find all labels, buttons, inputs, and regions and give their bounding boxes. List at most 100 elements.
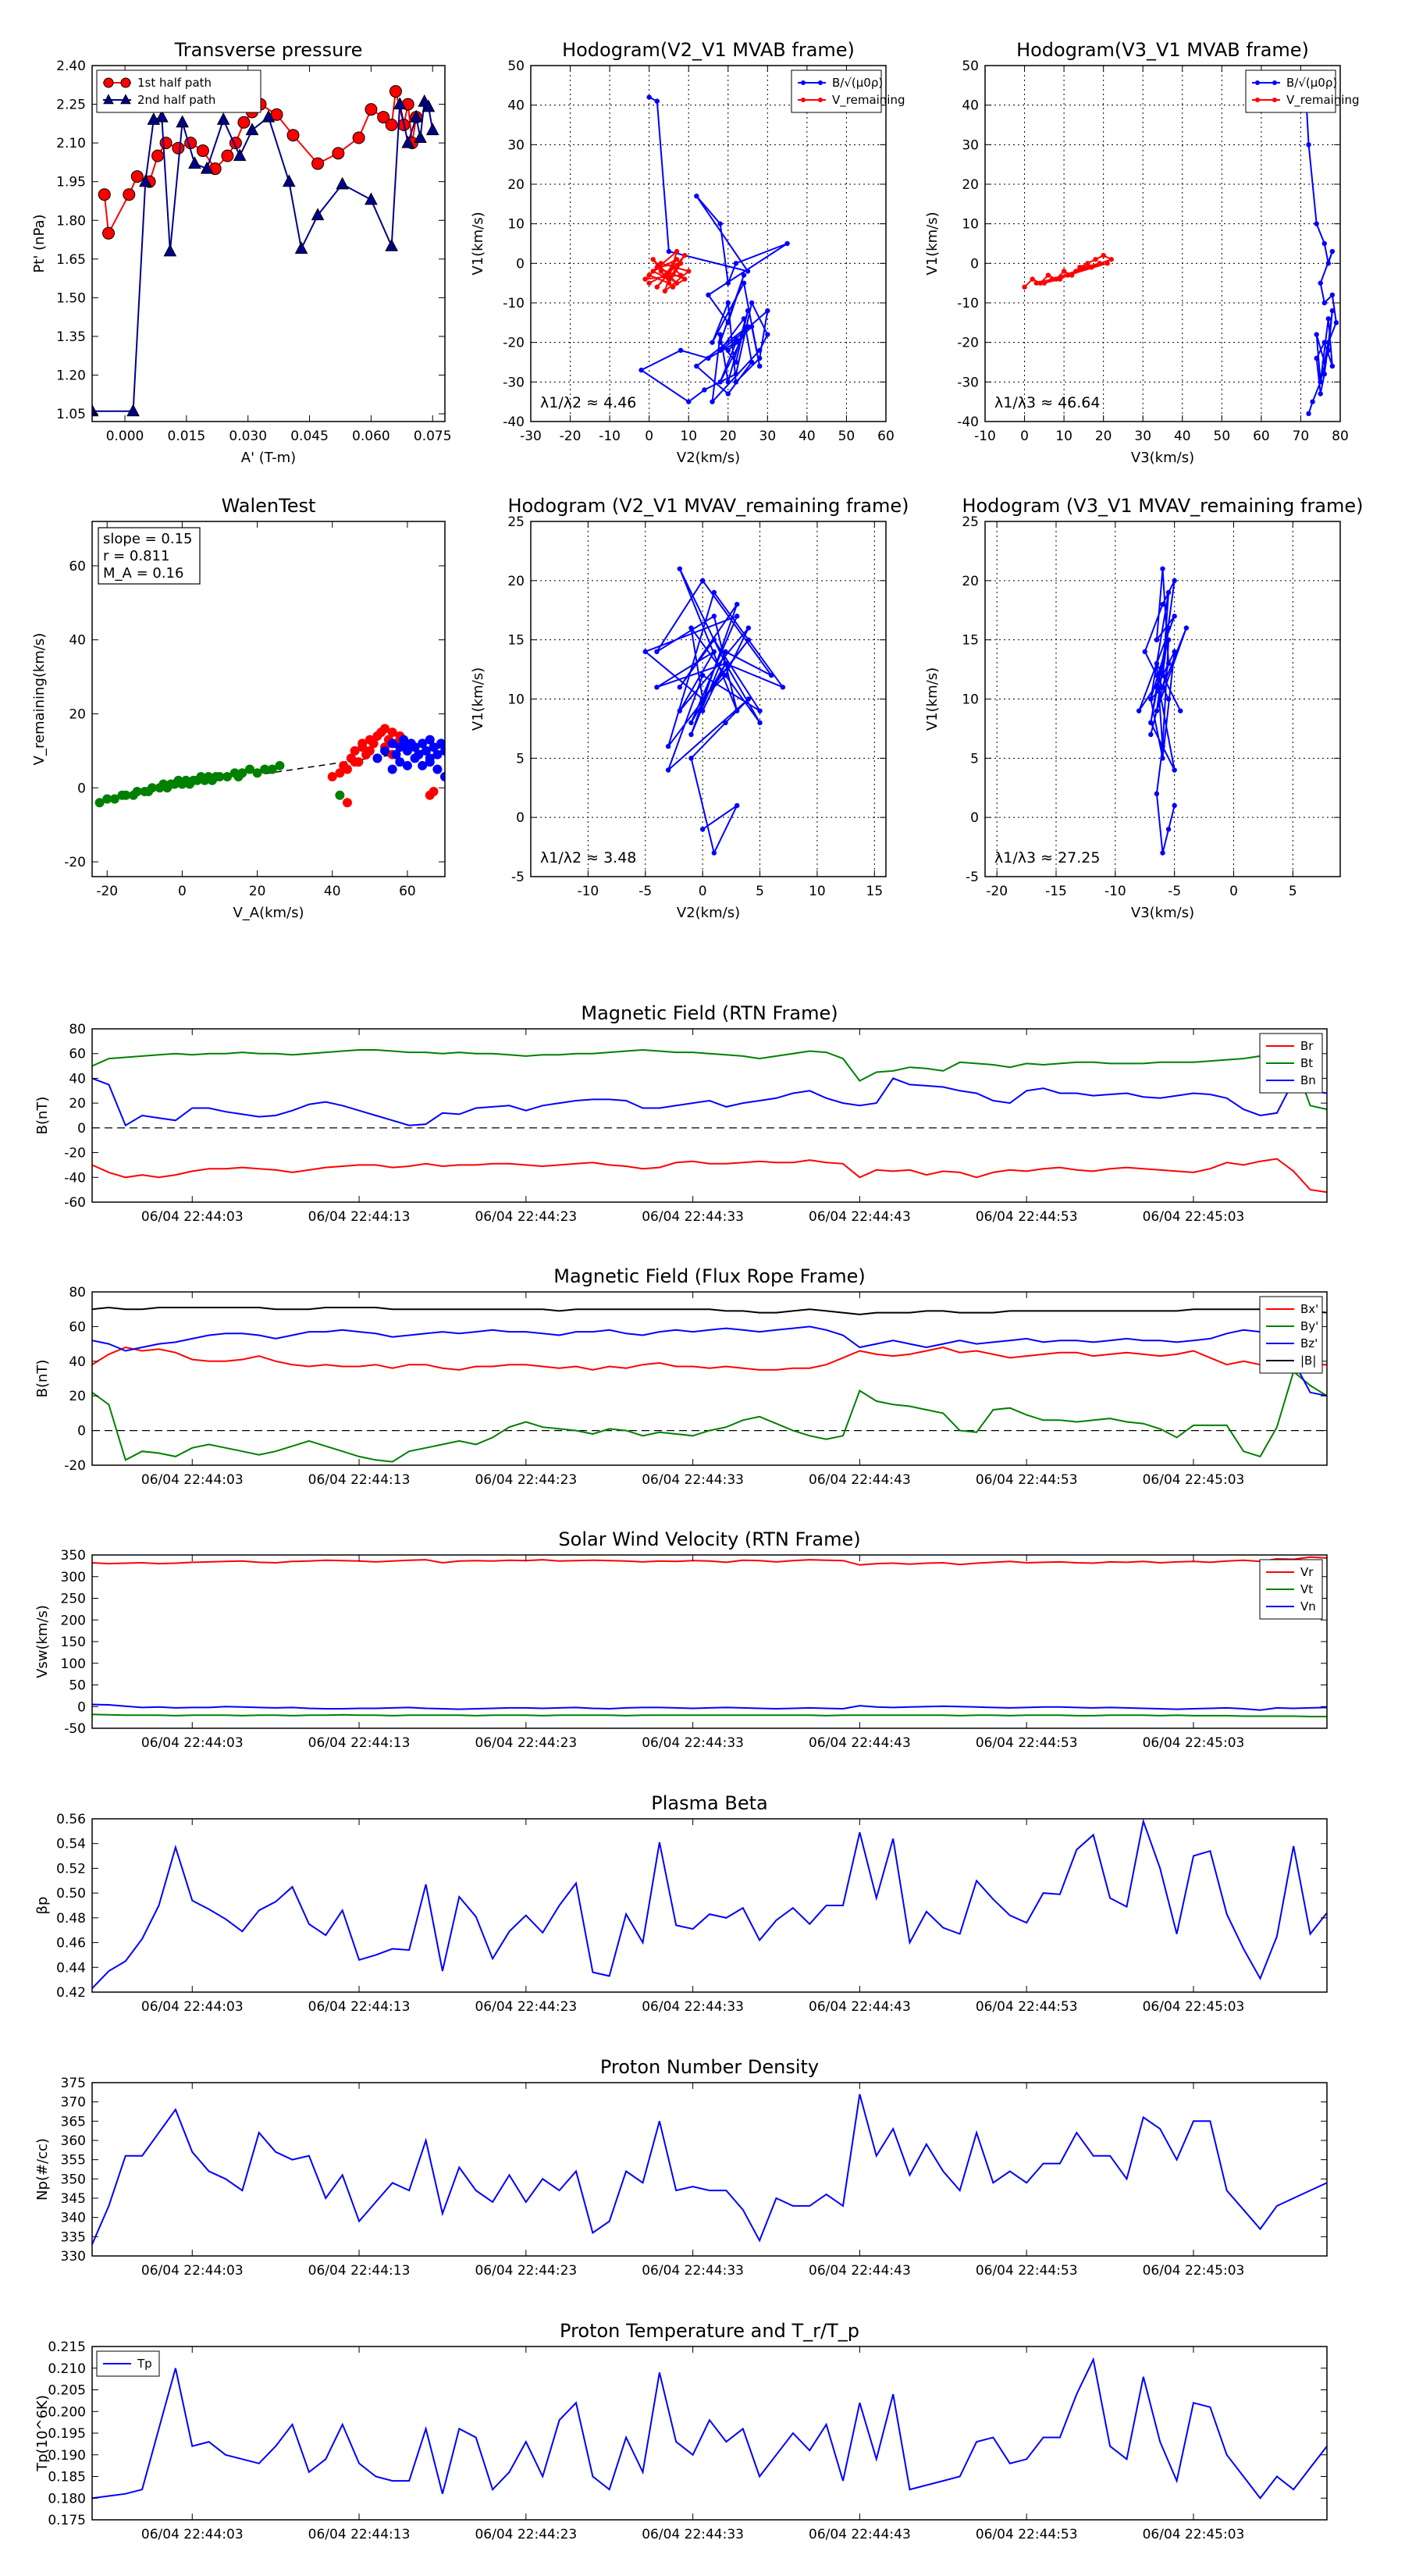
y-axis-label: V1(km/s) xyxy=(470,667,486,731)
x-tick-label: 5 xyxy=(756,884,764,899)
data-point xyxy=(429,786,439,796)
data-point xyxy=(734,601,740,607)
data-point xyxy=(717,347,723,353)
data-point xyxy=(1049,276,1055,282)
legend-label: 1st half path xyxy=(137,76,212,90)
chart-b_rtn: Magnetic Field (RTN Frame) 06/04 22:44:03… xyxy=(34,1002,1328,1225)
x-tick-label: 06/04 22:44:03 xyxy=(141,1209,244,1225)
x-tick-label: 06/04 22:44:33 xyxy=(642,1209,744,1225)
series-bt xyxy=(92,1048,1327,1111)
legend-marker xyxy=(801,80,806,85)
data-point xyxy=(395,757,405,767)
x-tick-label: 06/04 22:45:03 xyxy=(1143,1999,1245,2015)
y-tick-label: 40 xyxy=(69,633,86,649)
series--b- xyxy=(92,1306,1327,1315)
y-tick-label: -20 xyxy=(503,336,525,351)
data-point xyxy=(710,340,715,345)
x-tick-label: 06/04 22:44:13 xyxy=(308,1999,411,2015)
data-point xyxy=(757,347,763,353)
data-point xyxy=(646,94,652,100)
y-tick-label: 1.95 xyxy=(56,175,86,190)
data-point xyxy=(658,269,664,274)
x-tick-label: 06/04 22:44:43 xyxy=(809,2263,911,2279)
data-point xyxy=(260,764,270,774)
x-tick-label: -10 xyxy=(577,884,599,899)
data-point xyxy=(674,257,680,262)
y-tick-label: 0 xyxy=(516,810,525,826)
data-point xyxy=(665,767,671,773)
x-tick-label: 0 xyxy=(178,884,187,899)
data-point xyxy=(1172,767,1177,773)
data-point xyxy=(391,749,401,760)
data-point xyxy=(1165,660,1172,667)
y-tick-label: 1.65 xyxy=(56,252,86,268)
data-point xyxy=(1314,221,1319,226)
data-point xyxy=(1160,685,1165,690)
x-tick-label: 0 xyxy=(1020,429,1029,444)
data-point xyxy=(432,749,443,760)
x-tick-label: 20 xyxy=(720,429,737,444)
data-point xyxy=(723,649,728,655)
series-line xyxy=(92,1077,1327,1127)
data-point xyxy=(311,157,325,170)
x-tick-label: -5 xyxy=(1168,884,1181,899)
data-point xyxy=(711,850,717,856)
data-point xyxy=(654,685,660,690)
y-tick-label: 360 xyxy=(61,2133,86,2149)
y-tick-label: 0.56 xyxy=(56,1812,86,1827)
data-point xyxy=(350,757,360,767)
data-point xyxy=(126,404,140,417)
y-tick-label: 10 xyxy=(962,692,979,708)
data-point xyxy=(699,708,706,713)
series-v-remaining xyxy=(642,248,692,294)
x-tick-label: 06/04 22:44:03 xyxy=(141,1999,244,2015)
data-point xyxy=(1053,276,1059,282)
data-point xyxy=(163,244,177,257)
data-point xyxy=(336,176,349,190)
x-tick-label: 06/04 22:44:13 xyxy=(308,1735,411,1751)
x-tick-label: 06/04 22:44:33 xyxy=(642,2527,744,2542)
series-1st-half-path xyxy=(98,85,423,240)
data-point xyxy=(670,284,676,290)
x-tick-label: 06/04 22:44:13 xyxy=(308,2527,411,2542)
x-tick-label: 0 xyxy=(699,884,707,899)
y-tick-label: 25 xyxy=(507,514,525,530)
data-point xyxy=(694,363,699,369)
y-tick-label: -30 xyxy=(503,375,525,390)
eigenvalue-ratio: λ1/λ2 ≈ 4.46 xyxy=(540,394,636,411)
data-point xyxy=(1329,292,1336,298)
y-tick-label: -30 xyxy=(957,375,979,390)
data-point xyxy=(654,284,660,290)
y-tick-label: 1.50 xyxy=(56,290,86,306)
data-point xyxy=(294,241,308,254)
chart-title: Magnetic Field (RTN Frame) xyxy=(581,1002,838,1024)
data-point xyxy=(393,97,407,110)
data-point xyxy=(1329,248,1336,254)
y-tick-label: -5 xyxy=(966,870,979,885)
y-tick-label: 1.05 xyxy=(56,407,86,422)
data-point xyxy=(147,783,157,793)
data-point xyxy=(666,276,672,282)
data-point xyxy=(1172,614,1177,619)
legend-box xyxy=(791,69,882,113)
x-axis-label: V3(km/s) xyxy=(1131,905,1194,921)
y-tick-label: 350 xyxy=(61,1548,86,1564)
legend-label: V_remaining xyxy=(1286,93,1360,108)
data-point xyxy=(1318,379,1323,385)
y-tick-label: 0 xyxy=(77,1121,86,1137)
y-tick-label: 25 xyxy=(962,514,979,530)
data-point xyxy=(282,174,296,187)
data-point xyxy=(733,336,739,341)
legend: B/√(μ0ρ) V_remaining xyxy=(791,69,905,113)
y-tick-label: 5 xyxy=(516,751,525,767)
y-tick-label: 340 xyxy=(61,2211,86,2226)
x-tick-label: 06/04 22:44:13 xyxy=(308,1472,411,1488)
data-point xyxy=(1329,363,1336,369)
x-tick-label: 06/04 22:44:23 xyxy=(475,1999,577,2015)
chart-title: Hodogram(V3_V1 MVAB frame) xyxy=(1016,39,1309,61)
y-axis-label: V1(km/s) xyxy=(924,212,941,275)
data-point xyxy=(1310,399,1315,404)
legend-marker xyxy=(801,98,806,102)
data-point xyxy=(130,170,144,183)
